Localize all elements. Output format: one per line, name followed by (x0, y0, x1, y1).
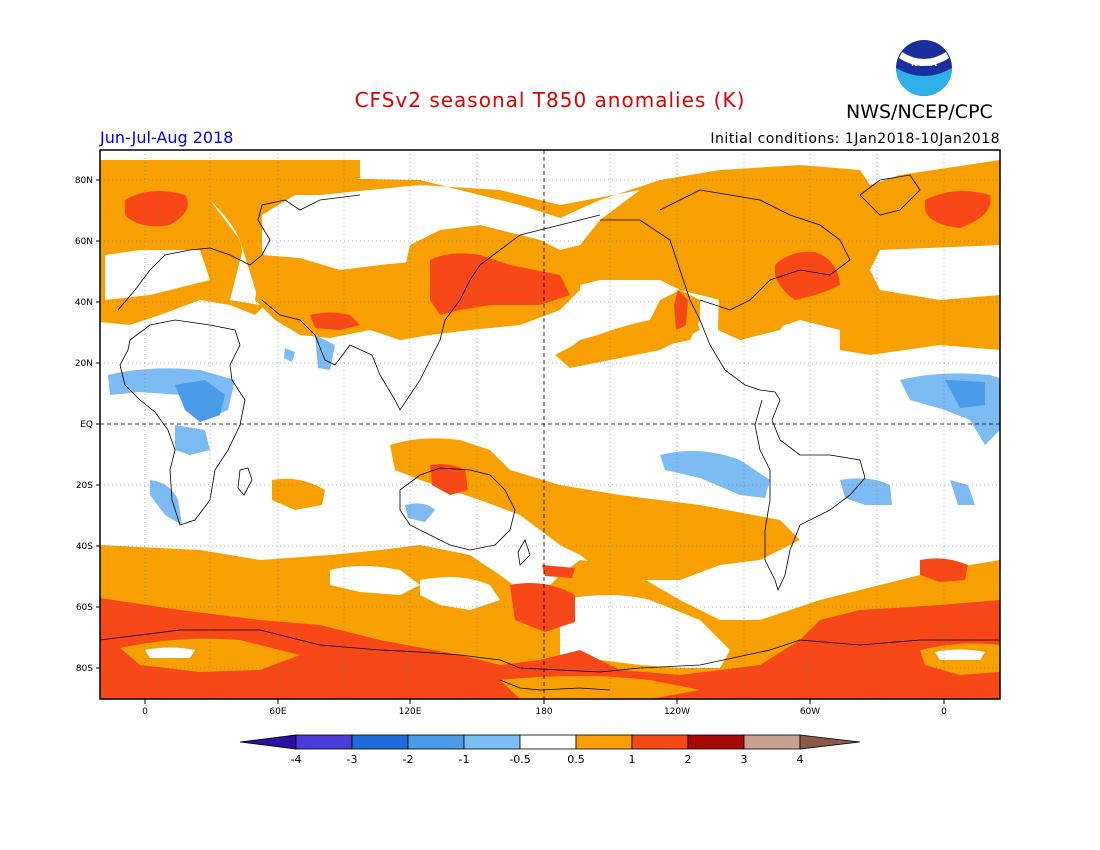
anomaly-spot-blue (284, 348, 295, 362)
anomaly-spot-white (145, 647, 195, 658)
lon-label: 60W (800, 707, 820, 717)
lat-labels: 80N 60N 40N 20N EQ 20S 40S 60S 80S (75, 176, 93, 674)
noaa-logo-text: NOAA (911, 59, 937, 68)
colorbar (239, 734, 861, 750)
anomaly-band-orange (870, 245, 1000, 300)
anomaly-band-orange (420, 576, 500, 610)
colorbar-swatch (575, 734, 633, 750)
lon-labels: 0 60E 120E 180 120W 60W 0 (142, 707, 947, 717)
colorbar-label: -1 (459, 753, 470, 766)
lat-label: 80S (76, 664, 93, 674)
colorbar-swatch (407, 734, 465, 750)
anomaly-spot-red (310, 312, 360, 330)
lat-label: 60S (76, 603, 93, 613)
coastlines (100, 174, 1000, 691)
anomaly-band-orange (330, 566, 420, 595)
colorbar-swatch (631, 734, 689, 750)
anomaly-band-orange (120, 638, 300, 672)
anomaly-spot-white (935, 649, 985, 660)
anomaly-band-orange (560, 595, 730, 668)
lat-label: 40N (75, 298, 93, 308)
reference-lines (100, 150, 1000, 699)
lon-label: 60E (269, 707, 286, 717)
anomaly-spot-red (125, 191, 188, 227)
colorbar-label: -0.5 (509, 753, 530, 766)
anomaly-spot-red (430, 464, 468, 495)
anomaly-band-red (100, 598, 1000, 699)
agency-label: NWS/NCEP/CPC (846, 101, 993, 123)
lon-label: 0 (142, 707, 148, 717)
colorbar-labels: -4 -3 -2 -1 -0.5 0.5 1 2 3 4 (291, 753, 804, 766)
colorbar-label: 2 (685, 753, 692, 766)
lon-label: 120W (664, 707, 690, 717)
forecast-period: Jun-Jul-Aug 2018 (100, 128, 234, 147)
anomaly-spot-blue (950, 480, 975, 505)
colorbar-label: -4 (291, 753, 302, 766)
lat-label: 20S (76, 481, 93, 491)
colorbar-label: -2 (403, 753, 414, 766)
anomaly-band-orange (390, 438, 800, 580)
colorbar-label: 0.5 (567, 753, 585, 766)
lon-label: 0 (941, 707, 947, 717)
anomaly-spot-blue (150, 480, 182, 525)
colorbar-swatch (743, 734, 801, 750)
anomaly-band-orange (105, 250, 210, 300)
anomaly-spot-blue (945, 380, 985, 408)
anomaly-spot-red (925, 191, 991, 228)
colorbar-swatch (239, 734, 297, 750)
lat-label: 20N (75, 359, 93, 369)
anomaly-spot-red (674, 290, 688, 330)
anomaly-band-orange (210, 200, 260, 305)
anomaly-spot-blue (405, 503, 435, 522)
lat-label: 80N (75, 176, 93, 186)
colorbar-label: 1 (629, 753, 636, 766)
map-title: CFSv2 seasonal T850 anomalies (K) (354, 88, 746, 112)
anomaly-band-orange (272, 478, 325, 510)
initial-conditions: Initial conditions: 1Jan2018-10Jan2018 (710, 131, 1000, 147)
lat-label: 40S (76, 542, 93, 552)
lat-label: 60N (75, 237, 93, 247)
colorbar-swatch (351, 734, 409, 750)
colorbar-swatch (799, 734, 861, 750)
lon-axis (144, 699, 945, 704)
anomaly-spot-blue (175, 425, 210, 455)
colorbar-label: 3 (741, 753, 748, 766)
anomaly-spot-red (430, 253, 570, 315)
anomaly-spot-red (510, 582, 575, 632)
anomaly-spot-red (775, 251, 840, 300)
colorbar-swatch (463, 734, 521, 750)
anomaly-spot-red (542, 565, 575, 578)
noaa-logo-icon: NOAA (896, 40, 952, 96)
lon-label: 120E (399, 707, 422, 717)
anomaly-spot-blue (315, 335, 335, 370)
anomaly-map (100, 150, 1000, 699)
lon-label: 180 (535, 707, 552, 717)
colorbar-swatch (295, 734, 353, 750)
anomaly-band-orange (500, 676, 700, 699)
lat-axis (96, 179, 100, 669)
anomaly-band-orange (555, 300, 700, 368)
anomaly-spot-blue (175, 380, 225, 422)
colorbar-label: -3 (347, 753, 358, 766)
lat-label: EQ (80, 420, 93, 430)
colorbar-swatch (687, 734, 745, 750)
colorbar-swatch (519, 734, 577, 750)
colorbar-label: 4 (797, 753, 804, 766)
anomaly-spot-blue (660, 451, 770, 498)
anomaly-band-orange (255, 230, 580, 340)
